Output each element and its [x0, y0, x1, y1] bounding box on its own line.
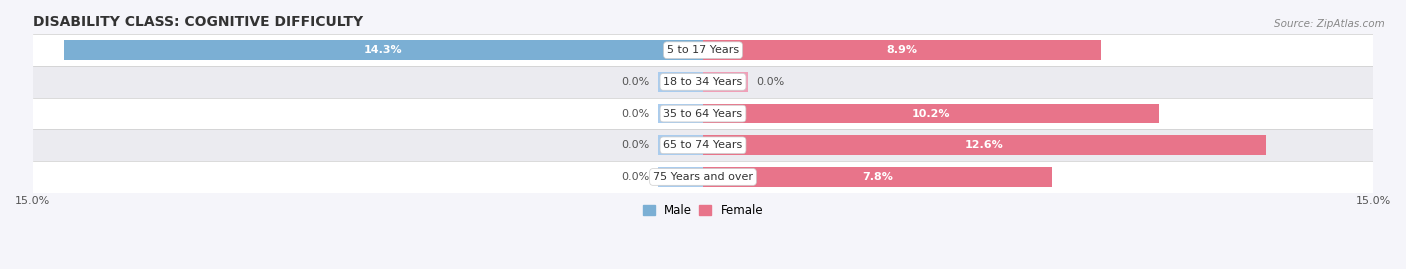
Text: 0.0%: 0.0%: [621, 77, 650, 87]
Text: 10.2%: 10.2%: [911, 109, 950, 119]
Text: 0.0%: 0.0%: [621, 109, 650, 119]
Bar: [32, 66, 1374, 98]
Text: 75 Years and over: 75 Years and over: [652, 172, 754, 182]
Text: 0.0%: 0.0%: [621, 172, 650, 182]
Text: 14.3%: 14.3%: [364, 45, 402, 55]
Bar: [32, 129, 1374, 161]
Bar: [703, 167, 1052, 187]
Text: 5 to 17 Years: 5 to 17 Years: [666, 45, 740, 55]
Text: 18 to 34 Years: 18 to 34 Years: [664, 77, 742, 87]
Bar: [703, 104, 1159, 123]
Bar: [63, 40, 703, 60]
Text: 7.8%: 7.8%: [862, 172, 893, 182]
Bar: [658, 167, 703, 187]
Text: 8.9%: 8.9%: [886, 45, 917, 55]
Text: 35 to 64 Years: 35 to 64 Years: [664, 109, 742, 119]
Bar: [658, 104, 703, 123]
Bar: [32, 34, 1374, 66]
Text: Source: ZipAtlas.com: Source: ZipAtlas.com: [1274, 19, 1385, 29]
Bar: [703, 136, 1267, 155]
Legend: Male, Female: Male, Female: [638, 199, 768, 222]
Bar: [703, 40, 1101, 60]
Bar: [658, 136, 703, 155]
Bar: [658, 72, 703, 92]
Bar: [32, 161, 1374, 193]
Text: DISABILITY CLASS: COGNITIVE DIFFICULTY: DISABILITY CLASS: COGNITIVE DIFFICULTY: [32, 15, 363, 29]
Bar: [32, 98, 1374, 129]
Bar: [703, 72, 748, 92]
Text: 0.0%: 0.0%: [621, 140, 650, 150]
Text: 65 to 74 Years: 65 to 74 Years: [664, 140, 742, 150]
Text: 0.0%: 0.0%: [756, 77, 785, 87]
Text: 12.6%: 12.6%: [965, 140, 1004, 150]
